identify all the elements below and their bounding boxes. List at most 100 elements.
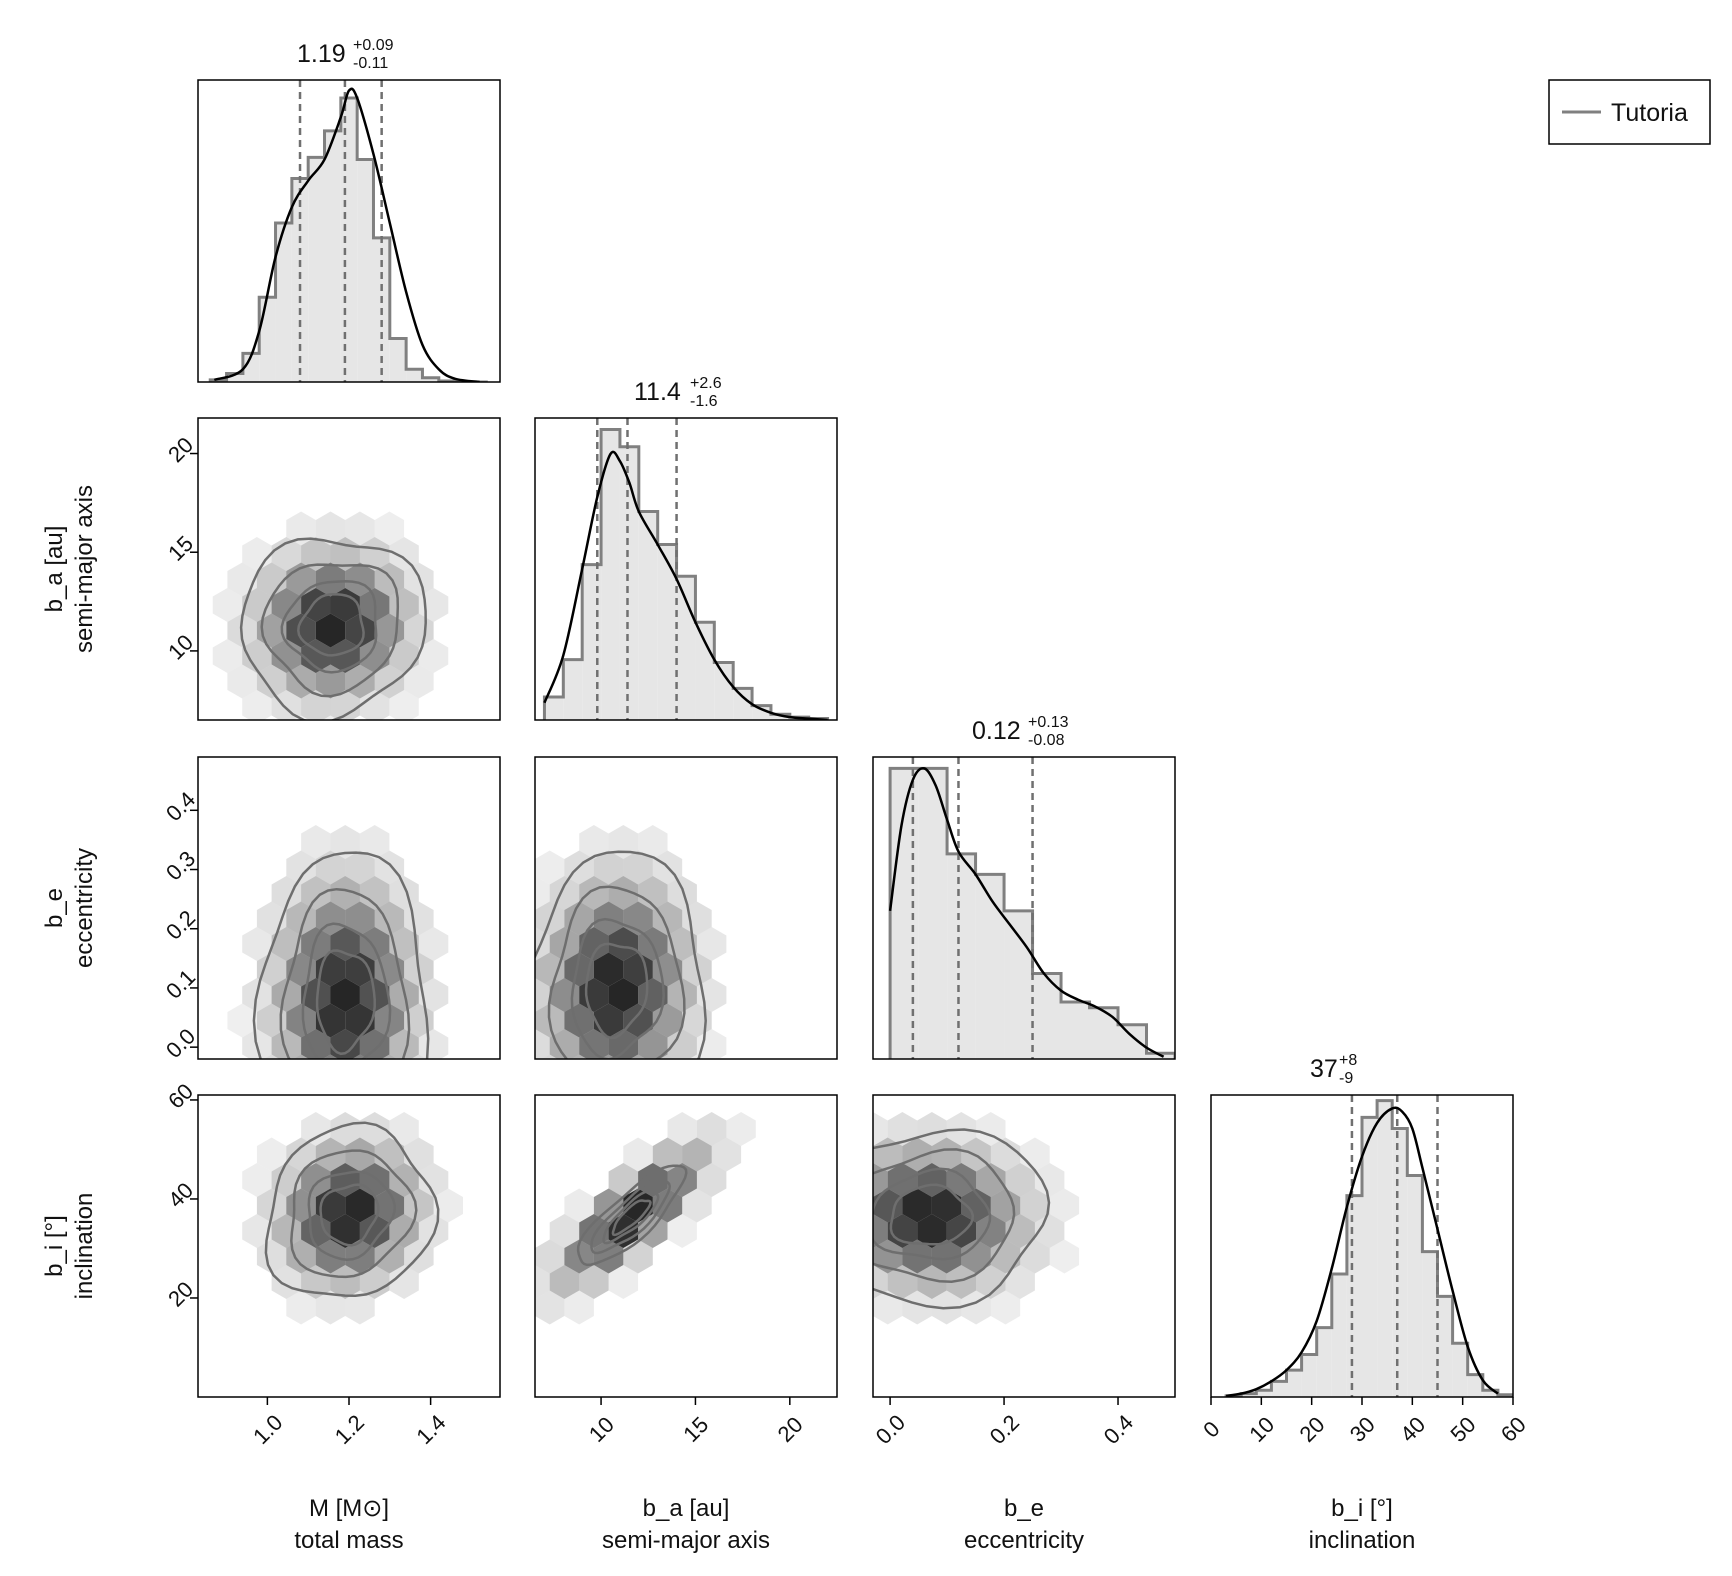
hex-bin — [322, 1054, 339, 1059]
hex-bin — [579, 1029, 609, 1059]
hex-bin — [667, 1214, 697, 1248]
hist-bar — [918, 768, 948, 1059]
hex-bin — [564, 901, 594, 936]
hex-bin — [330, 690, 360, 720]
x-tick-label: 40 — [1395, 1412, 1430, 1447]
hex-bin — [286, 1290, 316, 1325]
hex-bin — [374, 1188, 405, 1223]
hex-bin — [301, 876, 331, 910]
hist-bar — [544, 696, 564, 720]
hex-bin — [535, 978, 550, 1012]
hex-bin — [271, 927, 302, 961]
hex-bin — [242, 927, 272, 961]
hist-bar — [1407, 1175, 1423, 1397]
joint-panel-b_a-b_i — [535, 1112, 756, 1325]
x-axis-label: b_e — [1004, 1495, 1044, 1522]
hex-bin — [579, 825, 609, 859]
hist-bar — [422, 377, 439, 382]
hex-bin — [330, 876, 360, 910]
hex-bin — [593, 952, 624, 987]
hex-bin — [271, 1163, 302, 1197]
hex-bin — [315, 1290, 346, 1325]
hist-bar — [1452, 1343, 1468, 1397]
kde-line — [543, 450, 828, 720]
hex-bin — [330, 639, 360, 673]
hist-bar — [1118, 1024, 1147, 1059]
hist-bar — [1467, 1374, 1483, 1397]
x-tick-label: 60 — [1496, 1412, 1531, 1447]
hex-bin — [374, 901, 405, 936]
histogram-panel-b_a — [542, 418, 830, 720]
hist-bar — [1362, 1117, 1378, 1397]
contour-line — [315, 949, 376, 1056]
y-tick-label: 20 — [163, 432, 198, 467]
x-tick-label: 0 — [1198, 1416, 1224, 1442]
marginal-title-minus: -0.11 — [353, 55, 388, 72]
hist-bar — [1089, 1007, 1119, 1059]
hex-bin — [931, 1188, 962, 1223]
hex-bin — [696, 927, 727, 961]
marginal-title-minus: -1.6 — [690, 393, 718, 410]
hex-bin — [301, 1163, 331, 1197]
hex-bin — [638, 825, 668, 859]
hex-bin — [667, 978, 697, 1012]
hex-bin — [1049, 1188, 1080, 1223]
hex-bin — [1034, 1214, 1065, 1248]
hex-bin — [535, 1265, 550, 1299]
joint-panel-b_e-b_i — [844, 1112, 1080, 1325]
hex-bin — [535, 927, 550, 961]
hex-bin — [389, 537, 419, 571]
hex-bin — [506, 1004, 535, 1038]
hist-bar — [1004, 910, 1033, 1059]
hex-bin — [359, 1214, 390, 1248]
hex-bin — [549, 1214, 580, 1248]
x-tick-label: 20 — [773, 1412, 808, 1447]
x-tick-label: 0.0 — [871, 1410, 910, 1449]
contour-line — [239, 537, 427, 720]
x-tick-label: 20 — [1295, 1412, 1330, 1447]
y-axis-sublabel: inclination — [71, 1193, 98, 1300]
hex-bin — [227, 1003, 257, 1038]
hist-bar — [752, 705, 771, 720]
hex-bin — [374, 511, 405, 546]
hex-bin — [630, 1054, 646, 1059]
hex-bin — [330, 1214, 360, 1248]
marginal-title-b_e: 0.12 — [972, 717, 1021, 745]
x-axis-label: M [M⊙] — [309, 1495, 389, 1522]
hex-bin — [301, 1029, 331, 1059]
hex-bin — [330, 825, 360, 859]
joint-panel-M-b_a — [212, 511, 449, 720]
hex-bin — [652, 1137, 683, 1172]
hex-bin — [315, 664, 346, 699]
hex-bin — [579, 927, 609, 961]
contour-line — [297, 593, 365, 657]
hist-bar — [657, 544, 677, 720]
hex-bin — [902, 1290, 932, 1325]
hex-bin — [389, 927, 419, 961]
contour-line — [280, 580, 378, 674]
hex-bin — [256, 664, 287, 699]
hist-bar — [695, 622, 715, 720]
hist-bar — [619, 446, 639, 720]
hex-bin — [506, 953, 535, 987]
hex-bin — [418, 639, 449, 673]
hist-step — [542, 428, 830, 720]
hex-bin — [301, 978, 331, 1012]
hex-bin — [315, 613, 346, 648]
hex-bin — [902, 1188, 932, 1223]
joint-panel-b_a-b_e — [506, 825, 727, 1059]
hex-bin — [271, 978, 302, 1012]
hist-bar — [1241, 1393, 1257, 1397]
y-axis-label: b_i [°] — [41, 1215, 68, 1277]
hex-bin — [844, 1189, 873, 1223]
hex-bin — [1034, 1163, 1065, 1197]
hex-bin — [608, 1163, 639, 1197]
hex-bin — [917, 1112, 947, 1146]
hex-bin — [418, 978, 449, 1012]
hist-bar — [1346, 1195, 1362, 1397]
hex-bin — [961, 1188, 991, 1223]
hex-bin — [330, 927, 360, 961]
hex-bin — [404, 1188, 434, 1223]
hex-bin — [976, 1112, 1006, 1146]
panel-frame — [197, 756, 501, 1060]
